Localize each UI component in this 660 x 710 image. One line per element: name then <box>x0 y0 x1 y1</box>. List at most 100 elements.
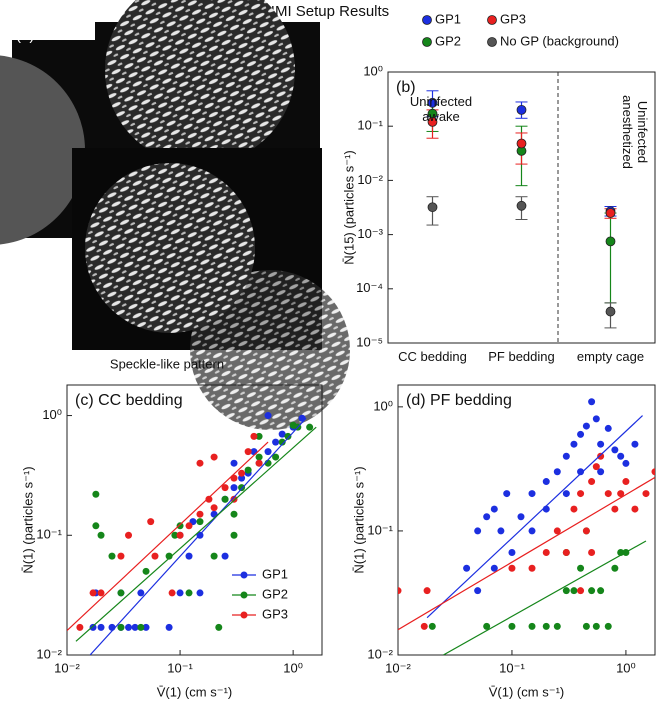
legend-marker <box>487 37 497 47</box>
data-point <box>250 432 258 440</box>
data-point <box>588 398 596 406</box>
data-point <box>474 587 482 595</box>
data-point <box>210 504 218 512</box>
data-point <box>147 518 155 526</box>
data-point <box>423 587 431 595</box>
data-point <box>230 459 238 467</box>
data-point <box>272 438 280 446</box>
data-point <box>264 448 272 456</box>
data-point <box>611 564 619 572</box>
data-point <box>528 622 536 630</box>
data-point <box>142 623 150 631</box>
data-point <box>215 623 223 631</box>
data-point <box>604 424 612 432</box>
data-point <box>577 468 585 476</box>
data-point <box>92 522 100 530</box>
data-point <box>244 448 252 456</box>
data-point <box>562 490 570 498</box>
y-tick-label: 10⁻² <box>36 646 62 661</box>
data-point <box>76 623 84 631</box>
data-point <box>108 552 116 560</box>
data-point <box>582 527 590 535</box>
data-point <box>588 587 596 595</box>
data-point <box>508 564 516 572</box>
x-axis-label: V̄(1) (cm s⁻¹) <box>157 684 232 699</box>
data-point <box>592 415 600 423</box>
x-tick-label: 10⁻¹ <box>499 660 525 675</box>
data-point <box>651 468 655 476</box>
data-point <box>582 422 590 430</box>
fit-line <box>75 426 317 642</box>
x-tick-label: empty cage <box>576 349 645 364</box>
data-point <box>238 474 246 482</box>
x-axis-label: V̄(1) (cm s⁻¹) <box>489 684 564 699</box>
legend-label: GP2 <box>262 586 288 601</box>
legend-marker <box>240 591 248 599</box>
data-point <box>168 589 176 597</box>
data-point <box>278 438 286 446</box>
legend-label: GP1 <box>435 11 461 26</box>
data-point <box>244 466 252 474</box>
fit-line <box>443 540 647 655</box>
data-point <box>427 202 438 213</box>
y-tick-label: 10⁰ <box>373 398 393 413</box>
data-point <box>553 468 561 476</box>
data-point <box>255 453 263 461</box>
y-tick-label: 10⁰ <box>42 407 62 422</box>
data-point <box>196 510 204 518</box>
data-point <box>221 495 229 503</box>
legend-marker <box>422 15 432 25</box>
data-point <box>562 452 570 460</box>
fit-line <box>67 441 269 632</box>
data-point <box>428 622 436 630</box>
data-point <box>97 531 105 539</box>
data-point <box>210 552 218 560</box>
data-point <box>517 513 525 521</box>
data-point <box>230 495 238 503</box>
data-point <box>577 564 585 572</box>
data-point <box>171 531 179 539</box>
data-point <box>185 522 193 530</box>
data-point <box>151 552 159 560</box>
data-point <box>230 484 238 492</box>
panel-label: (a) <box>16 27 34 44</box>
data-point <box>92 490 100 498</box>
data-point <box>592 622 600 630</box>
data-point <box>528 564 536 572</box>
y-axis-label: N̄(1) (particles s⁻¹) <box>351 466 366 573</box>
data-point <box>210 453 218 461</box>
data-point <box>89 623 97 631</box>
data-point <box>125 531 133 539</box>
data-point <box>137 589 145 597</box>
data-point <box>142 567 150 575</box>
data-point <box>631 505 639 513</box>
data-point <box>230 510 238 518</box>
plot-area <box>67 412 317 655</box>
y-tick-label: 10⁻¹ <box>36 527 62 542</box>
x-tick-label: PF bedding <box>488 349 555 364</box>
y-tick-label: 10⁻¹ <box>357 118 383 133</box>
data-point <box>117 589 125 597</box>
data-point <box>176 522 184 530</box>
data-point <box>597 452 605 460</box>
data-point <box>427 97 438 108</box>
data-point <box>278 430 286 438</box>
image-caption: Speckle-like pattern <box>110 356 224 371</box>
x-tick-label: 10⁰ <box>616 660 636 675</box>
data-point <box>483 513 491 521</box>
data-point <box>592 463 600 471</box>
legend-label: GP2 <box>435 33 461 48</box>
y-tick-label: 10⁻¹ <box>367 522 393 537</box>
plot-frame <box>66 384 323 656</box>
x-tick-label: CC bedding <box>398 349 467 364</box>
legend-marker <box>240 571 248 579</box>
data-point <box>516 138 527 149</box>
annotation: Uninfected awake <box>409 94 473 124</box>
y-tick-label: 10⁻² <box>367 646 393 661</box>
data-point <box>196 589 204 597</box>
data-point <box>631 440 639 448</box>
data-point <box>588 478 596 486</box>
fit-line <box>426 415 643 619</box>
y-axis-label: N̄(15) (particles s⁻¹) <box>341 150 356 265</box>
